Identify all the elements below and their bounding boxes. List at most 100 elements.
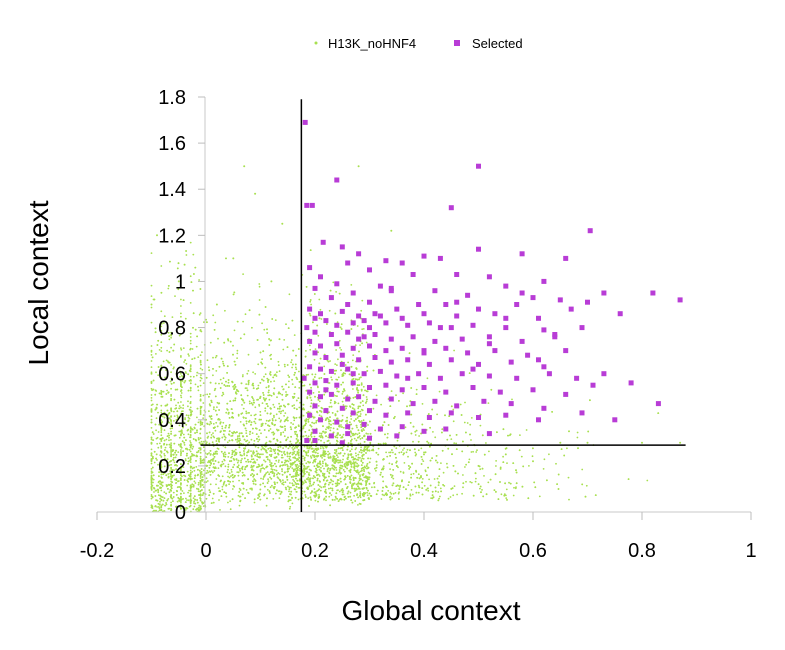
background-point xyxy=(271,423,274,425)
background-point xyxy=(254,418,257,420)
background-point xyxy=(278,473,281,475)
background-point xyxy=(261,402,264,404)
background-point xyxy=(182,471,185,473)
background-point xyxy=(469,423,472,426)
background-point xyxy=(269,428,272,430)
background-point xyxy=(330,399,332,402)
background-point xyxy=(209,483,212,486)
background-point xyxy=(306,466,309,468)
background-point xyxy=(277,461,280,463)
background-point xyxy=(285,383,287,386)
background-point xyxy=(251,432,254,434)
background-point xyxy=(349,471,352,474)
background-point xyxy=(238,491,241,493)
background-point xyxy=(208,423,211,426)
background-point xyxy=(212,423,215,425)
background-point xyxy=(441,449,444,452)
background-point xyxy=(154,408,157,411)
background-point xyxy=(347,442,350,444)
background-point xyxy=(292,478,294,481)
background-point xyxy=(268,338,270,340)
background-point xyxy=(263,493,266,496)
background-point xyxy=(499,468,502,470)
background-point xyxy=(215,421,218,424)
background-point xyxy=(283,415,285,417)
background-point xyxy=(228,472,231,474)
background-point xyxy=(224,453,227,456)
background-point xyxy=(532,447,534,450)
background-point xyxy=(310,484,313,487)
background-point xyxy=(285,488,288,491)
background-point xyxy=(270,450,273,452)
background-point xyxy=(334,372,336,375)
background-point xyxy=(293,334,296,336)
background-point xyxy=(439,487,442,490)
background-point xyxy=(361,493,364,496)
background-point xyxy=(313,416,316,419)
background-point xyxy=(302,475,305,477)
background-point xyxy=(232,399,235,402)
background-point xyxy=(259,471,262,473)
background-point xyxy=(225,380,227,383)
background-point xyxy=(327,418,330,421)
background-point xyxy=(154,505,157,507)
background-point xyxy=(229,460,231,462)
background-point xyxy=(352,479,355,482)
background-point xyxy=(153,461,156,464)
background-point xyxy=(354,448,357,451)
background-point xyxy=(405,451,408,454)
background-point xyxy=(309,249,312,252)
background-point xyxy=(286,465,289,467)
background-point xyxy=(414,434,417,436)
background-point xyxy=(282,447,284,449)
background-point xyxy=(343,463,346,466)
background-point xyxy=(512,494,515,497)
background-point xyxy=(296,435,299,438)
background-point xyxy=(308,394,311,397)
background-point xyxy=(318,495,321,498)
background-point xyxy=(335,485,337,488)
background-point xyxy=(318,468,321,471)
background-point xyxy=(321,465,324,467)
background-point xyxy=(201,494,204,496)
background-point xyxy=(185,254,188,256)
background-point xyxy=(314,492,317,495)
background-point xyxy=(297,453,300,455)
background-point xyxy=(175,419,178,421)
background-point xyxy=(233,430,236,433)
background-point xyxy=(359,413,362,415)
background-point xyxy=(357,429,360,432)
background-point xyxy=(163,416,166,419)
background-point xyxy=(236,431,238,433)
background-point xyxy=(587,430,590,433)
background-point xyxy=(238,446,241,449)
background-point xyxy=(202,486,205,488)
background-point xyxy=(350,448,353,451)
background-point xyxy=(442,484,444,486)
background-point xyxy=(357,456,360,459)
background-point xyxy=(175,482,178,484)
background-point xyxy=(168,491,171,494)
background-point xyxy=(327,467,330,470)
background-point xyxy=(227,338,229,341)
background-point xyxy=(206,359,209,362)
background-point xyxy=(238,437,241,440)
background-point xyxy=(224,455,227,458)
background-point xyxy=(287,447,290,450)
background-point xyxy=(258,283,261,285)
background-point xyxy=(266,328,268,331)
background-point xyxy=(368,449,371,452)
background-point xyxy=(421,481,423,484)
background-point xyxy=(163,412,166,414)
background-point xyxy=(418,486,421,489)
background-point xyxy=(297,439,300,442)
background-point xyxy=(224,309,226,312)
background-point xyxy=(409,494,412,497)
background-point xyxy=(166,435,169,437)
background-point xyxy=(453,442,456,444)
background-point xyxy=(194,482,197,484)
background-point xyxy=(372,369,375,372)
background-point xyxy=(188,474,191,477)
background-point xyxy=(198,447,201,450)
background-point xyxy=(359,475,361,478)
